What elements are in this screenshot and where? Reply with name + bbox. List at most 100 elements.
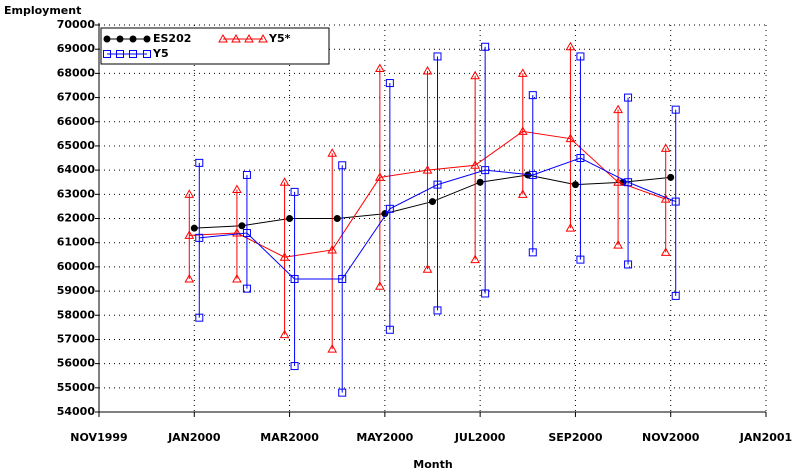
point bbox=[385, 204, 394, 213]
y-tick-label: 62000 bbox=[57, 212, 96, 225]
error-cap-high bbox=[433, 52, 442, 61]
error-cap-high bbox=[576, 52, 585, 61]
error-cap-low bbox=[338, 388, 347, 397]
error-cap-low bbox=[470, 254, 481, 264]
error-cap-high bbox=[290, 187, 299, 196]
error-cap-low bbox=[660, 247, 671, 256]
point bbox=[667, 173, 675, 181]
point bbox=[576, 154, 585, 163]
point bbox=[242, 229, 251, 238]
y-tick-label: 70000 bbox=[57, 18, 96, 31]
error-cap-high bbox=[242, 170, 251, 179]
error-cap-high bbox=[184, 189, 195, 198]
legend-label: Y5* bbox=[268, 32, 291, 45]
point bbox=[184, 230, 195, 239]
y-tick-label: 54000 bbox=[57, 405, 96, 418]
point bbox=[279, 252, 290, 261]
point bbox=[671, 197, 680, 206]
error-cap-low bbox=[242, 284, 251, 293]
legend-box bbox=[100, 27, 330, 65]
error-cap-low bbox=[613, 240, 623, 249]
error-cap-low bbox=[517, 189, 528, 198]
error-cap-low bbox=[433, 306, 442, 315]
legend-marker bbox=[258, 33, 268, 43]
point bbox=[190, 224, 198, 232]
error-cap-low bbox=[232, 273, 242, 283]
point bbox=[195, 233, 204, 242]
y-tick-label: 63000 bbox=[57, 187, 96, 200]
y-tick-label: 66000 bbox=[57, 115, 96, 128]
legend-marker bbox=[103, 35, 111, 43]
error-cap-high bbox=[279, 177, 290, 186]
legend-marker bbox=[116, 35, 124, 43]
legend-marker bbox=[129, 50, 137, 58]
error-cap-low bbox=[385, 325, 394, 334]
error-cap-low bbox=[327, 344, 338, 353]
error-cap-low bbox=[279, 329, 290, 339]
y-tick-label: 68000 bbox=[57, 66, 96, 79]
legend-marker bbox=[129, 35, 137, 43]
legend-marker bbox=[143, 50, 151, 58]
y-tick-label: 57000 bbox=[57, 332, 96, 345]
legend-marker bbox=[231, 33, 241, 43]
point bbox=[238, 222, 246, 230]
x-tick-label: MAY2000 bbox=[356, 431, 413, 444]
x-tick-label: NOV1999 bbox=[70, 431, 127, 444]
y-tick-label: 64000 bbox=[57, 163, 96, 176]
error-cap-low bbox=[290, 362, 299, 371]
error-cap-low bbox=[565, 223, 576, 232]
error-cap-high bbox=[624, 93, 633, 102]
legend-marker bbox=[218, 33, 228, 43]
y-tick-label: 56000 bbox=[57, 357, 96, 370]
point bbox=[338, 274, 347, 283]
point bbox=[374, 172, 385, 181]
error-cap-high bbox=[481, 42, 490, 51]
error-cap-low bbox=[195, 313, 204, 322]
error-cap-high bbox=[422, 65, 433, 75]
x-tick-label: JUL2000 bbox=[454, 431, 506, 444]
x-tick-label: NOV2000 bbox=[642, 431, 700, 444]
y-tick-label: 67000 bbox=[57, 91, 96, 104]
error-cap-low bbox=[422, 264, 433, 273]
y-tick-label: 69000 bbox=[57, 42, 96, 55]
error-cap-high bbox=[338, 161, 347, 170]
point bbox=[528, 170, 537, 179]
legend-marker bbox=[103, 50, 111, 58]
error-cap-high bbox=[613, 104, 623, 114]
point bbox=[290, 274, 299, 283]
error-cap-high bbox=[195, 158, 204, 167]
point bbox=[232, 228, 242, 237]
error-cap-low bbox=[576, 255, 585, 264]
error-cap-low bbox=[528, 248, 537, 257]
point bbox=[429, 198, 436, 206]
error-cap-high bbox=[327, 148, 338, 157]
x-tick-label: SEP2000 bbox=[548, 431, 602, 444]
point bbox=[286, 215, 294, 222]
point bbox=[433, 180, 442, 189]
y-tick-label: 58000 bbox=[57, 308, 96, 321]
error-cap-low bbox=[671, 291, 680, 300]
error-cap-high bbox=[660, 143, 671, 152]
legend-label: ES202 bbox=[153, 32, 191, 45]
x-tick-label: JAN2000 bbox=[167, 431, 221, 444]
error-cap-high bbox=[671, 105, 680, 114]
error-cap-low bbox=[481, 289, 490, 298]
error-cap-high bbox=[528, 91, 537, 100]
y-axis-title: Employment bbox=[4, 4, 81, 17]
y-tick-label: 61000 bbox=[57, 236, 96, 249]
y-tick-label: 65000 bbox=[57, 139, 96, 152]
error-cap-low bbox=[184, 273, 195, 283]
error-cap-high bbox=[470, 70, 481, 80]
x-tick-label: JAN2001 bbox=[739, 431, 792, 444]
legend-marker bbox=[116, 50, 124, 58]
error-cap-low bbox=[624, 260, 633, 269]
point bbox=[327, 244, 338, 254]
error-cap-high bbox=[565, 41, 576, 51]
legend-marker bbox=[143, 35, 151, 43]
point bbox=[517, 126, 528, 135]
legend-marker bbox=[244, 33, 254, 43]
point bbox=[481, 166, 490, 175]
error-cap-high bbox=[232, 184, 242, 193]
point bbox=[571, 181, 579, 189]
